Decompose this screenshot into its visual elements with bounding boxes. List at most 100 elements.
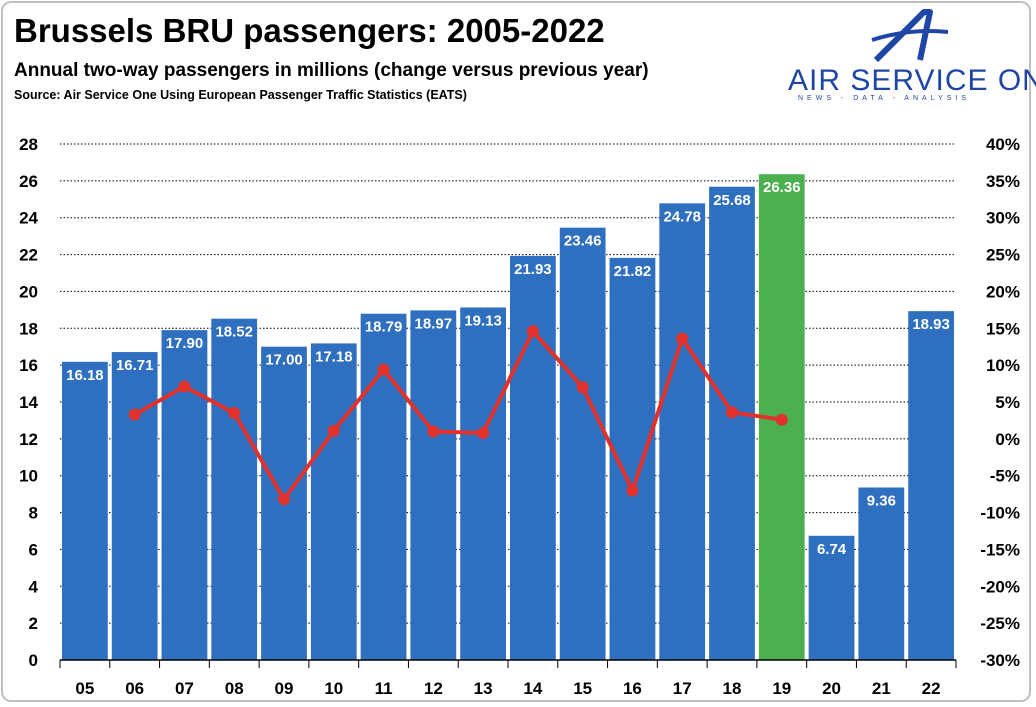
bar-data-label: 26.36 <box>763 179 801 196</box>
change-point <box>477 426 490 439</box>
bar-data-label: 9.36 <box>867 493 896 510</box>
bar <box>161 330 208 660</box>
y-tick-label: 8 <box>29 504 38 523</box>
y2-tick-label: 30% <box>986 209 1020 228</box>
bar-data-label: 16.71 <box>116 357 154 374</box>
change-point <box>726 406 738 419</box>
y2-tick-label: 25% <box>986 246 1020 265</box>
x-tick-label: 21 <box>872 679 891 698</box>
bar <box>410 310 457 660</box>
y2-tick-label: 5% <box>995 393 1020 412</box>
bar <box>510 255 556 660</box>
y2-tick-label: 10% <box>986 356 1020 375</box>
x-tick-label: 20 <box>822 679 841 698</box>
y-tick-label: 0 <box>29 651 38 670</box>
bar-data-label: 21.82 <box>614 263 652 280</box>
y2-tick-label: -10% <box>980 504 1020 523</box>
bar-data-label: 24.78 <box>663 208 701 225</box>
change-point <box>676 332 689 345</box>
change-line <box>133 329 783 502</box>
y2-tick-label: 20% <box>986 282 1020 301</box>
y2-tick-label: -5% <box>990 467 1020 486</box>
logo-tagline: NEWS - DATA - ANALYSIS <box>798 95 971 102</box>
x-tick-label: 13 <box>474 679 493 698</box>
x-tick-label: 22 <box>922 679 941 698</box>
bar-data-label: 18.79 <box>365 319 403 336</box>
y-tick-label: 28 <box>19 135 38 154</box>
bar-data-label: 6.74 <box>817 541 847 558</box>
bar-data-label: 18.52 <box>215 324 253 341</box>
bar <box>111 352 158 660</box>
bar <box>460 307 506 660</box>
bar-data-label: 23.46 <box>564 233 602 250</box>
y-tick-label: 22 <box>19 246 38 265</box>
chart-subtitle: Annual two-way passengers in millions (c… <box>14 60 649 81</box>
logo-name: AIR SERVICE ONE <box>788 64 1036 97</box>
x-tick-label: 14 <box>523 679 542 698</box>
y-tick-label: 18 <box>19 319 38 338</box>
bar <box>858 487 905 660</box>
y-tick-label: 2 <box>29 614 38 633</box>
change-point <box>775 413 788 426</box>
x-tick-label: 12 <box>424 679 443 698</box>
x-tick-label: 09 <box>275 679 294 698</box>
bar-data-label: 18.93 <box>912 316 950 333</box>
y2-tick-label: 15% <box>986 319 1020 338</box>
x-tick-label: 17 <box>673 679 692 698</box>
y2-tick-label: 35% <box>986 172 1020 191</box>
change-point <box>178 380 191 393</box>
chart-title: Brussels BRU passengers: 2005-2022 <box>14 12 605 49</box>
x-tick-label: 18 <box>723 679 742 698</box>
bar <box>709 186 755 661</box>
change-point <box>576 381 589 394</box>
change-point <box>377 363 390 376</box>
bar <box>808 535 855 660</box>
x-tick-label: 05 <box>75 679 94 698</box>
bar-data-label: 16.18 <box>66 367 104 384</box>
x-tick-label: 10 <box>324 679 343 698</box>
y-tick-label: 20 <box>19 282 38 301</box>
bar-data-label: 17.18 <box>315 348 353 365</box>
bar-data-label: 18.97 <box>415 315 453 332</box>
x-tick-label: 11 <box>375 679 393 698</box>
x-tick-label: 15 <box>573 679 592 698</box>
change-point <box>427 425 440 438</box>
y-tick-label: 24 <box>19 209 38 228</box>
bar <box>659 203 706 660</box>
change-point <box>228 407 241 420</box>
bar-data-label: 19.13 <box>464 312 502 329</box>
x-tick-label: 07 <box>175 679 194 698</box>
x-tick-label: 08 <box>225 679 244 698</box>
stylized-letter-a-icon <box>871 9 949 63</box>
y2-tick-label: -25% <box>980 614 1020 633</box>
bar-data-label: 25.68 <box>713 192 751 209</box>
y2-tick-label: -15% <box>980 540 1020 559</box>
change-point <box>526 325 539 338</box>
bar-data-label: 17.90 <box>166 335 204 352</box>
bar <box>559 227 606 660</box>
x-tick-label: 16 <box>623 679 642 698</box>
y2-tick-label: 0% <box>995 430 1020 449</box>
brand-logo: AIR SERVICE ONE NEWS - DATA - ANALYSIS <box>760 8 1036 108</box>
y2-tick-label: -30% <box>980 651 1020 670</box>
y2-tick-label: -20% <box>980 577 1020 596</box>
chart-source: Source: Air Service One Using European P… <box>14 88 467 102</box>
x-tick-label: 06 <box>125 679 144 698</box>
y-tick-label: 6 <box>29 540 38 559</box>
bar <box>62 361 108 660</box>
bar <box>211 318 258 660</box>
y-tick-label: 16 <box>19 356 38 375</box>
bar <box>310 343 357 660</box>
bar-data-label: 17.00 <box>265 352 303 369</box>
y-tick-label: 4 <box>29 577 39 596</box>
change-point <box>278 493 290 506</box>
bar-data-label: 21.93 <box>514 261 552 278</box>
y-tick-label: 14 <box>19 393 38 412</box>
y-tick-label: 10 <box>19 467 38 486</box>
change-point <box>327 424 340 437</box>
y2-tick-label: 40% <box>986 135 1020 154</box>
change-point <box>128 408 141 421</box>
x-tick-label: 19 <box>772 679 791 698</box>
